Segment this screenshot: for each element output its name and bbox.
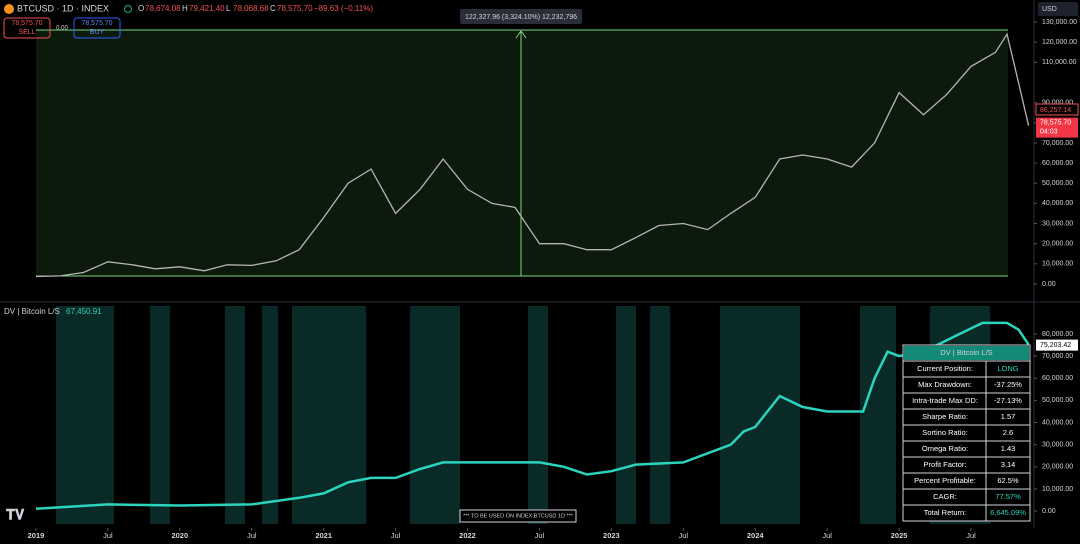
sell-button[interactable] [3, 17, 51, 39]
x-tick-label: Jul [966, 531, 976, 540]
table-title: DV | Bitcoin L/S [940, 348, 992, 357]
buy-price: 78,575.70 [81, 20, 112, 27]
currency: USD [1042, 6, 1057, 13]
x-tick-label: 2020 [171, 531, 188, 540]
y-tick-label: 50,000.00 [1042, 180, 1073, 187]
sell-label: SELL [18, 29, 35, 36]
y-tick-label: 60,000.00 [1042, 160, 1073, 167]
last-price: 78,575.70 [1040, 119, 1071, 126]
ohlc-value: 78,674.08 [145, 4, 181, 13]
stat-value: 2.6 [1003, 428, 1013, 437]
y-tick-label: 10,000.00 [1042, 261, 1073, 268]
ohlc-key: O [138, 4, 144, 13]
change: −89.63 (−0.11%) [314, 4, 373, 13]
y-tick-label: 40,000.00 [1042, 419, 1073, 426]
symbol[interactable]: BTCUSD · 1D · INDEX [17, 3, 109, 13]
y-tick-label: 40,000.00 [1042, 200, 1073, 207]
stat-value: -27.13% [994, 396, 1022, 405]
stat-value: 77.57% [995, 492, 1021, 501]
y-tick-label: 50,000.00 [1042, 397, 1073, 404]
x-tick-label: Jul [535, 531, 545, 540]
x-tick-label: 2024 [747, 531, 765, 540]
buy-button[interactable] [73, 17, 121, 39]
x-tick-label: Jul [247, 531, 257, 540]
logo: 𝐓𝐕 [6, 507, 25, 523]
y-tick-label: 20,000.00 [1042, 464, 1073, 471]
measure-arrowhead [515, 30, 527, 39]
y-tick-label: 120,000.00 [1042, 39, 1077, 46]
y-tick-label: 10,000.00 [1042, 486, 1073, 493]
stat-value: 62.5% [997, 476, 1019, 485]
marker-label: 86,257.14 [1040, 107, 1071, 114]
y-tick-label: 0.00 [1042, 508, 1056, 515]
measure-label: 122,327.96 (3,324.10%) 12,232,796 [465, 14, 577, 21]
x-tick-label: 2019 [28, 531, 45, 540]
y-tick-label: 0.00 [1042, 281, 1056, 288]
last-price-box [1036, 117, 1078, 138]
x-tick-label: Jul [679, 531, 689, 540]
stat-label: Percent Profitable: [914, 476, 976, 485]
y-tick-label: 30,000.00 [1042, 442, 1073, 449]
ohlc-value: 78,575.70 [277, 4, 313, 13]
x-tick-label: Jul [103, 531, 113, 540]
ohlc-key: C [270, 4, 276, 13]
stat-value: -37.25% [994, 380, 1022, 389]
y-tick-label: 20,000.00 [1042, 240, 1073, 247]
indicator-title: DV | Bitcoin L/S [4, 307, 60, 316]
table-header-bg [904, 346, 1029, 360]
status-icon [124, 5, 132, 13]
stat-value: LONG [997, 364, 1018, 373]
y-tick-label: 110,000.00 [1042, 59, 1077, 66]
note-box [459, 509, 577, 523]
x-tick-label: 2022 [459, 531, 476, 540]
x-tick-label: Jul [822, 531, 832, 540]
symbol-icon [4, 4, 14, 14]
stat-label: Sortino Ratio: [922, 428, 967, 437]
ohlc-key: H [182, 4, 188, 13]
measure-label-box [460, 9, 582, 24]
indicator-value: 67,450.91 [66, 307, 102, 316]
stat-label: Total Return: [924, 508, 967, 517]
stat-value: 1.57 [1001, 412, 1016, 421]
y-tick-label: 70,000.00 [1042, 140, 1073, 147]
stat-value: 1.43 [1001, 444, 1016, 453]
y-tick-label: 70,000.00 [1042, 353, 1073, 360]
position-bands [56, 306, 990, 524]
stat-value: 3.14 [1001, 460, 1016, 469]
countdown: 04:03 [1040, 128, 1058, 135]
ohlc-key: L [226, 4, 231, 13]
y-tick-label: 130,000.00 [1042, 19, 1077, 26]
table-bg [902, 344, 1031, 522]
buy-label: BUY [90, 29, 105, 36]
currency-dropdown[interactable] [1038, 2, 1078, 16]
y-tick-label: 80,000.00 [1042, 331, 1073, 338]
y-tick-label: 60,000.00 [1042, 375, 1073, 382]
ohlc-value: 79,421.40 [189, 4, 225, 13]
y-tick-label: 90,000.00 [1042, 99, 1073, 106]
measure-area [36, 30, 1008, 276]
sell-price: 78,575.70 [11, 20, 42, 27]
stat-label: Max Drawdown: [918, 380, 972, 389]
y-tick-label: 30,000.00 [1042, 220, 1073, 227]
last-value-box [1036, 339, 1078, 351]
ohlc-value: 78,068.68 [233, 4, 269, 13]
spread: 0.00 [56, 26, 68, 32]
stat-value: 6,645.09% [990, 508, 1026, 517]
last-value: 75,203.42 [1040, 342, 1071, 349]
x-tick-label: Jul [391, 531, 401, 540]
x-tick-label: 2021 [315, 531, 332, 540]
price_chart-line [35, 32, 1030, 278]
stat-label: Intra-trade Max DD: [912, 396, 978, 405]
stat-label: CAGR: [933, 492, 957, 501]
stat-label: Sharpe Ratio: [922, 412, 968, 421]
footer-note: *** TO BE USED ON INDEX:BTCUSD 1D *** [463, 513, 574, 519]
stat-label: Profit Factor: [924, 460, 967, 469]
stat-label: Current Position: [917, 364, 973, 373]
x-tick-label: 2023 [603, 531, 620, 540]
stat-label: Omega Ratio: [922, 444, 968, 453]
x-tick-label: 2025 [891, 531, 908, 540]
marker-box [1035, 103, 1079, 116]
